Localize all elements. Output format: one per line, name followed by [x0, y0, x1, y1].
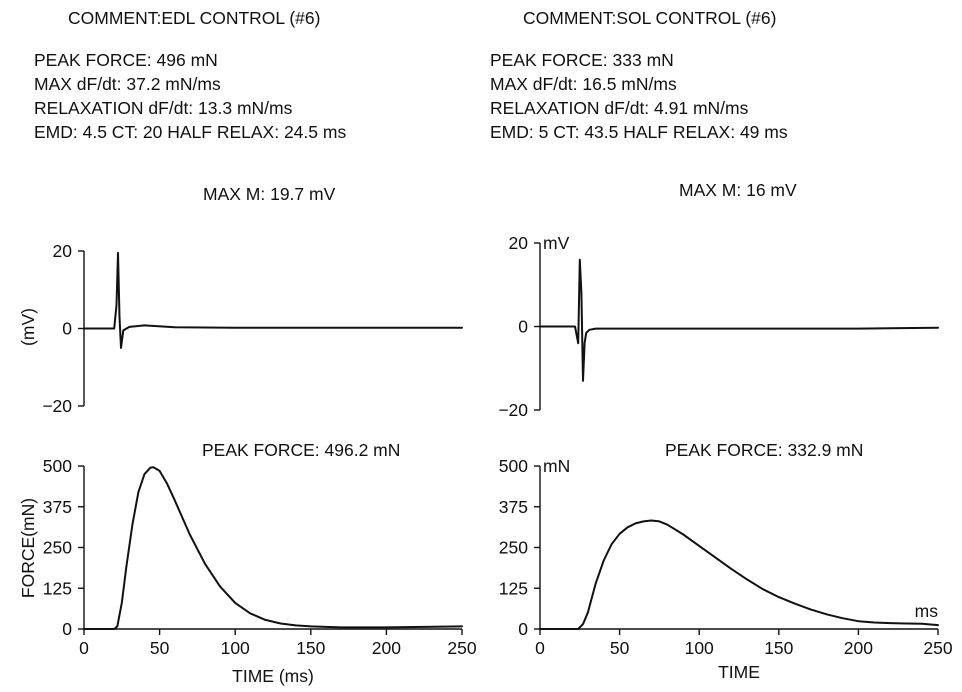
- edl-info-line: MAX dF/dt: 37.2 mN/ms: [34, 74, 221, 94]
- edl-force-x-axis-label: TIME (ms): [232, 666, 314, 686]
- sol-force-x-tick-label: 200: [844, 638, 873, 658]
- sol-info-block: PEAK FORCE: 333 mN MAX dF/dt: 16.5 mN/ms…: [490, 48, 788, 144]
- edl-force-x-tick-label: 200: [372, 638, 401, 658]
- sol-force-unit-label: mN: [543, 456, 570, 476]
- edl-force-x-tick-label: 100: [221, 638, 250, 658]
- edl-force-trace: [83, 466, 463, 630]
- sol-info-line: MAX dF/dt: 16.5 mN/ms: [490, 74, 677, 94]
- edl-force-x-tick-label: 150: [296, 638, 325, 658]
- edl-force-y-tick-label: 250: [43, 538, 72, 558]
- sol-force-x-tick-label: 50: [610, 638, 630, 658]
- edl-force-x-tick-label: 50: [150, 638, 170, 658]
- edl-peak-force-label: PEAK FORCE: 496.2 mN: [202, 440, 401, 460]
- sol-emg-y-tick-label: 0: [518, 317, 528, 337]
- edl-info-line: EMD: 4.5 CT: 20 HALF RELAX: 24.5 ms: [34, 122, 347, 142]
- sol-info-line: RELAXATION dF/dt: 4.91 mN/ms: [490, 98, 749, 118]
- edl-emg-y-tick-label: 0: [62, 319, 72, 339]
- edl-emg-y-axis-label: (mV): [18, 308, 38, 346]
- edl-force-x-tick-label: 250: [447, 638, 476, 658]
- sol-force-x-tick-label: 250: [923, 638, 952, 658]
- sol-comment: COMMENT:SOL CONTROL (#6): [523, 8, 777, 28]
- sol-force-x-axis-label: TIME: [718, 662, 760, 682]
- edl-info-line: PEAK FORCE: 496 mN: [34, 50, 218, 70]
- edl-emg-y-tick-label: 20: [53, 241, 73, 261]
- sol-max-m-label: MAX M: 16 mV: [679, 180, 797, 200]
- sol-force-y-tick-label: 375: [499, 497, 528, 517]
- sol-emg-unit-label: mV: [543, 233, 570, 253]
- sol-force-y-tick-label: 500: [499, 456, 528, 476]
- edl-comment: COMMENT:EDL CONTROL (#6): [68, 8, 321, 28]
- sol-info-line: PEAK FORCE: 333 mN: [490, 50, 674, 70]
- edl-force-y-tick-label: 0: [62, 619, 72, 639]
- edl-info-line: RELAXATION dF/dt: 13.3 mN/ms: [34, 98, 293, 118]
- sol-force-x-tick-label: 150: [764, 638, 793, 658]
- edl-force-y-tick-label: 375: [43, 497, 72, 517]
- edl-emg-y-tick-label: −20: [42, 396, 72, 416]
- edl-force-y-axis-label: FORCE(mN): [18, 498, 38, 598]
- sol-force-y-tick-label: 125: [499, 578, 528, 598]
- sol-emg-y-tick-label: 20: [509, 233, 529, 253]
- sol-peak-force-label: PEAK FORCE: 332.9 mN: [665, 440, 864, 460]
- sol-emg-trace: [539, 258, 939, 382]
- edl-force-y-tick-label: 500: [43, 456, 72, 476]
- edl-force-y-tick-label: 125: [43, 578, 72, 598]
- sol-emg-y-tick-label: −20: [498, 400, 528, 420]
- sol-info-line: EMD: 5 CT: 43.5 HALF RELAX: 49 ms: [490, 122, 788, 142]
- edl-info-block: PEAK FORCE: 496 mN MAX dF/dt: 37.2 mN/ms…: [34, 48, 346, 144]
- edl-force-x-tick-label: 0: [79, 638, 89, 658]
- edl-emg-trace: [83, 251, 463, 349]
- sol-force-ms-label: ms: [915, 601, 939, 621]
- sol-force-y-tick-label: 0: [518, 619, 528, 639]
- edl-max-m-label: MAX M: 19.7 mV: [203, 184, 336, 204]
- sol-force-x-tick-label: 0: [535, 638, 545, 658]
- sol-force-y-tick-label: 250: [499, 538, 528, 558]
- sol-force-x-tick-label: 100: [685, 638, 714, 658]
- sol-force-trace: [539, 519, 939, 630]
